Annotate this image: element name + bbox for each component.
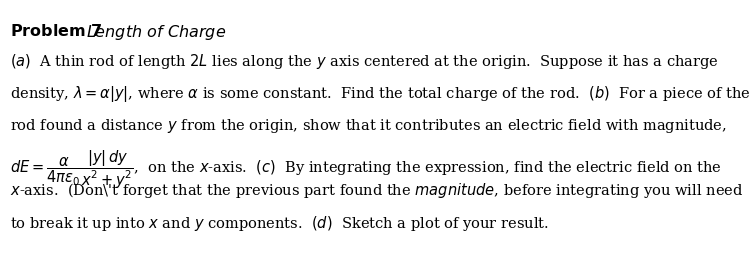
Text: $\it{Length\ of\ Charge}$: $\it{Length\ of\ Charge}$ <box>86 23 226 42</box>
Text: $\it{(a)}$  A thin rod of length $2L$ lies along the $y$ axis centered at the or: $\it{(a)}$ A thin rod of length $2L$ lie… <box>10 52 718 71</box>
Text: $x$-axis.  (Don\'t forget that the previous part found the $\mathit{magnitude}$,: $x$-axis. (Don\'t forget that the previo… <box>10 181 743 200</box>
Text: $dE = \dfrac{\alpha}{4\pi\epsilon_0}\dfrac{|y|\,dy}{x^2+y^2}$,  on the $x$-axis.: $dE = \dfrac{\alpha}{4\pi\epsilon_0}\dfr… <box>10 149 722 191</box>
Text: rod found a distance $y$ from the origin, show that it contributes an electric f: rod found a distance $y$ from the origin… <box>10 117 727 134</box>
Text: $\bf{Problem\ 7}$: $\bf{Problem\ 7}$ <box>10 23 102 40</box>
Text: density, $\lambda = \alpha|y|$, where $\alpha$ is some constant.  Find the total: density, $\lambda = \alpha|y|$, where $\… <box>10 84 750 104</box>
Text: to break it up into $x$ and $y$ components.  $\it{(d)}$  Sketch a plot of your r: to break it up into $x$ and $y$ componen… <box>10 214 549 233</box>
Text: $\it{(e)}$  If we are really far away from the rod ($x >> L$), we should expect : $\it{(e)}$ If we are really far away fro… <box>10 258 718 259</box>
